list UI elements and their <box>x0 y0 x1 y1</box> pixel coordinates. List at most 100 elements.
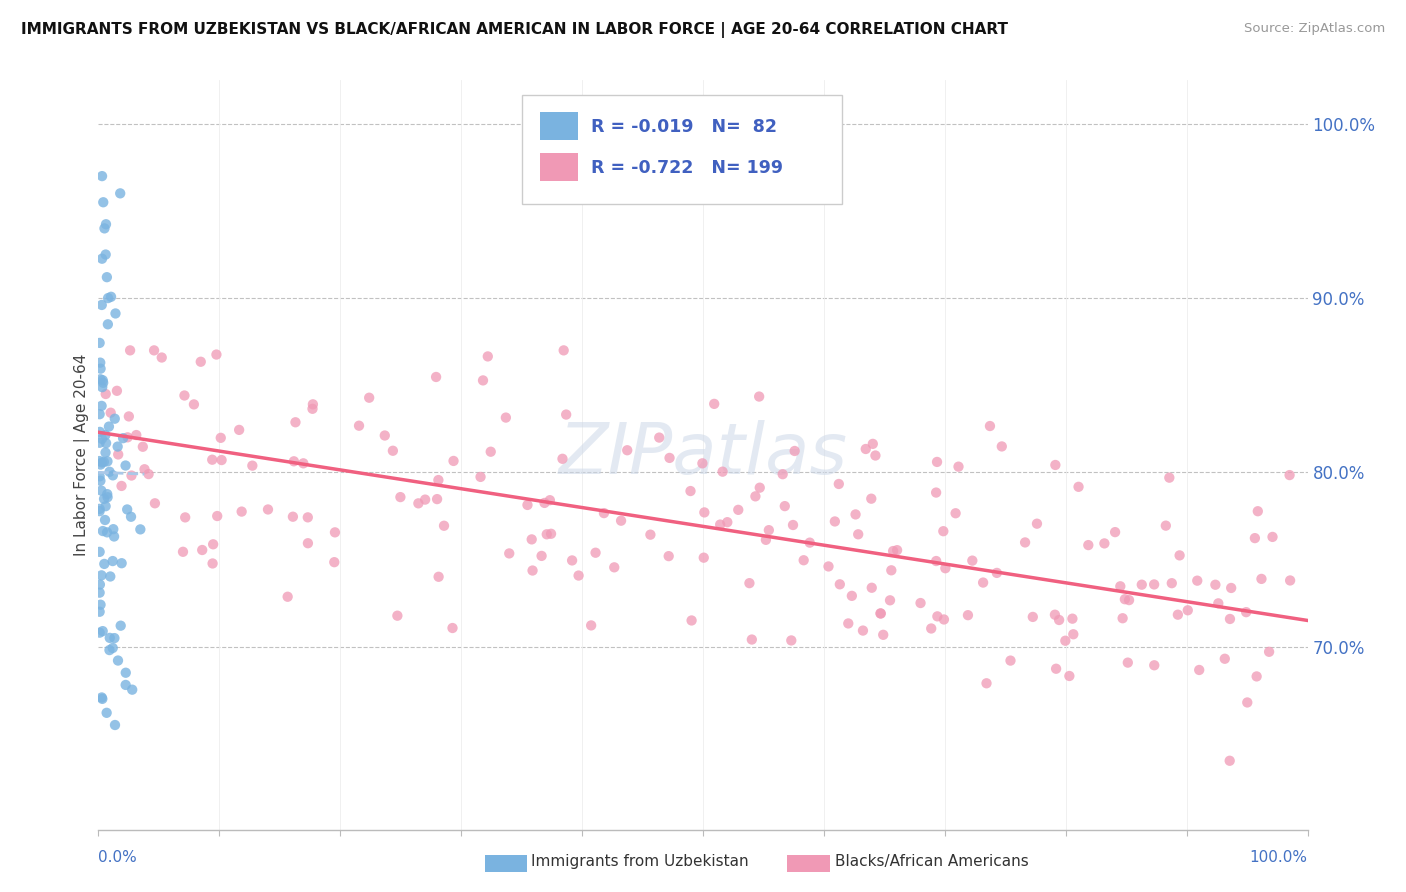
Point <box>1114 592 1136 607</box>
Point <box>90 361 112 376</box>
FancyBboxPatch shape <box>540 112 578 140</box>
Point <box>91 195 114 210</box>
Point <box>211 453 233 467</box>
Point <box>681 614 703 628</box>
Point <box>925 485 948 500</box>
Point <box>205 509 228 524</box>
Point <box>869 607 891 621</box>
Point <box>201 452 224 467</box>
Point <box>553 343 575 358</box>
Point <box>89 407 111 421</box>
Point <box>1247 504 1270 518</box>
Point <box>114 458 136 473</box>
Point <box>748 390 770 404</box>
Point <box>101 468 124 483</box>
Point <box>522 564 544 578</box>
Point <box>520 533 543 547</box>
Point <box>302 397 325 411</box>
Point <box>281 509 304 524</box>
Point <box>90 432 112 446</box>
Point <box>277 590 299 604</box>
Point <box>593 506 616 520</box>
Point <box>283 454 305 468</box>
Point <box>441 621 464 635</box>
Point <box>93 221 115 235</box>
Point <box>443 454 465 468</box>
Point <box>533 496 555 510</box>
Point <box>91 373 114 387</box>
Point <box>610 514 633 528</box>
Point <box>91 691 114 706</box>
Point <box>1167 607 1189 622</box>
Point <box>828 577 851 591</box>
Point <box>472 373 495 387</box>
Point <box>727 503 749 517</box>
Point <box>860 491 883 506</box>
Point <box>865 449 887 463</box>
Point <box>117 430 139 444</box>
Point <box>91 252 114 266</box>
Point <box>479 444 502 458</box>
Point <box>89 474 111 488</box>
Point <box>101 554 124 568</box>
Point <box>100 290 122 304</box>
Point <box>585 546 607 560</box>
Point <box>658 450 681 465</box>
Point <box>427 570 450 584</box>
Point <box>568 568 591 582</box>
Point <box>426 492 449 507</box>
Point <box>94 247 117 261</box>
Text: R = -0.722   N= 199: R = -0.722 N= 199 <box>591 159 783 177</box>
Point <box>986 566 1008 580</box>
Point <box>110 479 132 493</box>
Point <box>240 458 263 473</box>
Point <box>536 527 558 541</box>
Point <box>561 553 583 567</box>
Point <box>755 533 778 547</box>
Point <box>143 343 166 358</box>
Point <box>381 443 404 458</box>
Point <box>1213 652 1236 666</box>
Point <box>103 529 125 543</box>
Point <box>1204 578 1226 592</box>
Point <box>640 527 662 541</box>
Point <box>658 549 681 563</box>
Point <box>121 682 143 697</box>
Point <box>1250 572 1272 586</box>
Point <box>1279 574 1302 588</box>
Point <box>97 419 120 434</box>
Point <box>948 459 970 474</box>
Point <box>91 376 114 390</box>
Point <box>202 537 225 551</box>
Point <box>228 423 250 437</box>
Point <box>387 608 409 623</box>
Point <box>882 544 904 558</box>
Point <box>616 443 638 458</box>
Point <box>692 456 714 470</box>
Point <box>782 518 804 533</box>
Point <box>841 589 863 603</box>
Point <box>679 483 702 498</box>
Point <box>97 318 120 332</box>
Point <box>114 678 136 692</box>
Point <box>498 546 520 560</box>
Point <box>945 506 967 520</box>
Point <box>110 618 132 632</box>
Point <box>183 397 205 411</box>
Point <box>772 467 794 482</box>
Point <box>98 465 121 479</box>
Point <box>477 350 499 364</box>
Point <box>89 504 111 518</box>
Point <box>91 380 114 394</box>
Point <box>1077 538 1099 552</box>
Point <box>1130 577 1153 591</box>
Text: ZIPatlas: ZIPatlas <box>558 420 848 490</box>
Point <box>98 631 121 645</box>
Point <box>150 351 173 365</box>
Point <box>96 706 118 720</box>
Point <box>94 217 117 231</box>
Point <box>1244 531 1267 545</box>
Point <box>96 270 118 285</box>
Point <box>693 505 716 519</box>
Point <box>1188 663 1211 677</box>
